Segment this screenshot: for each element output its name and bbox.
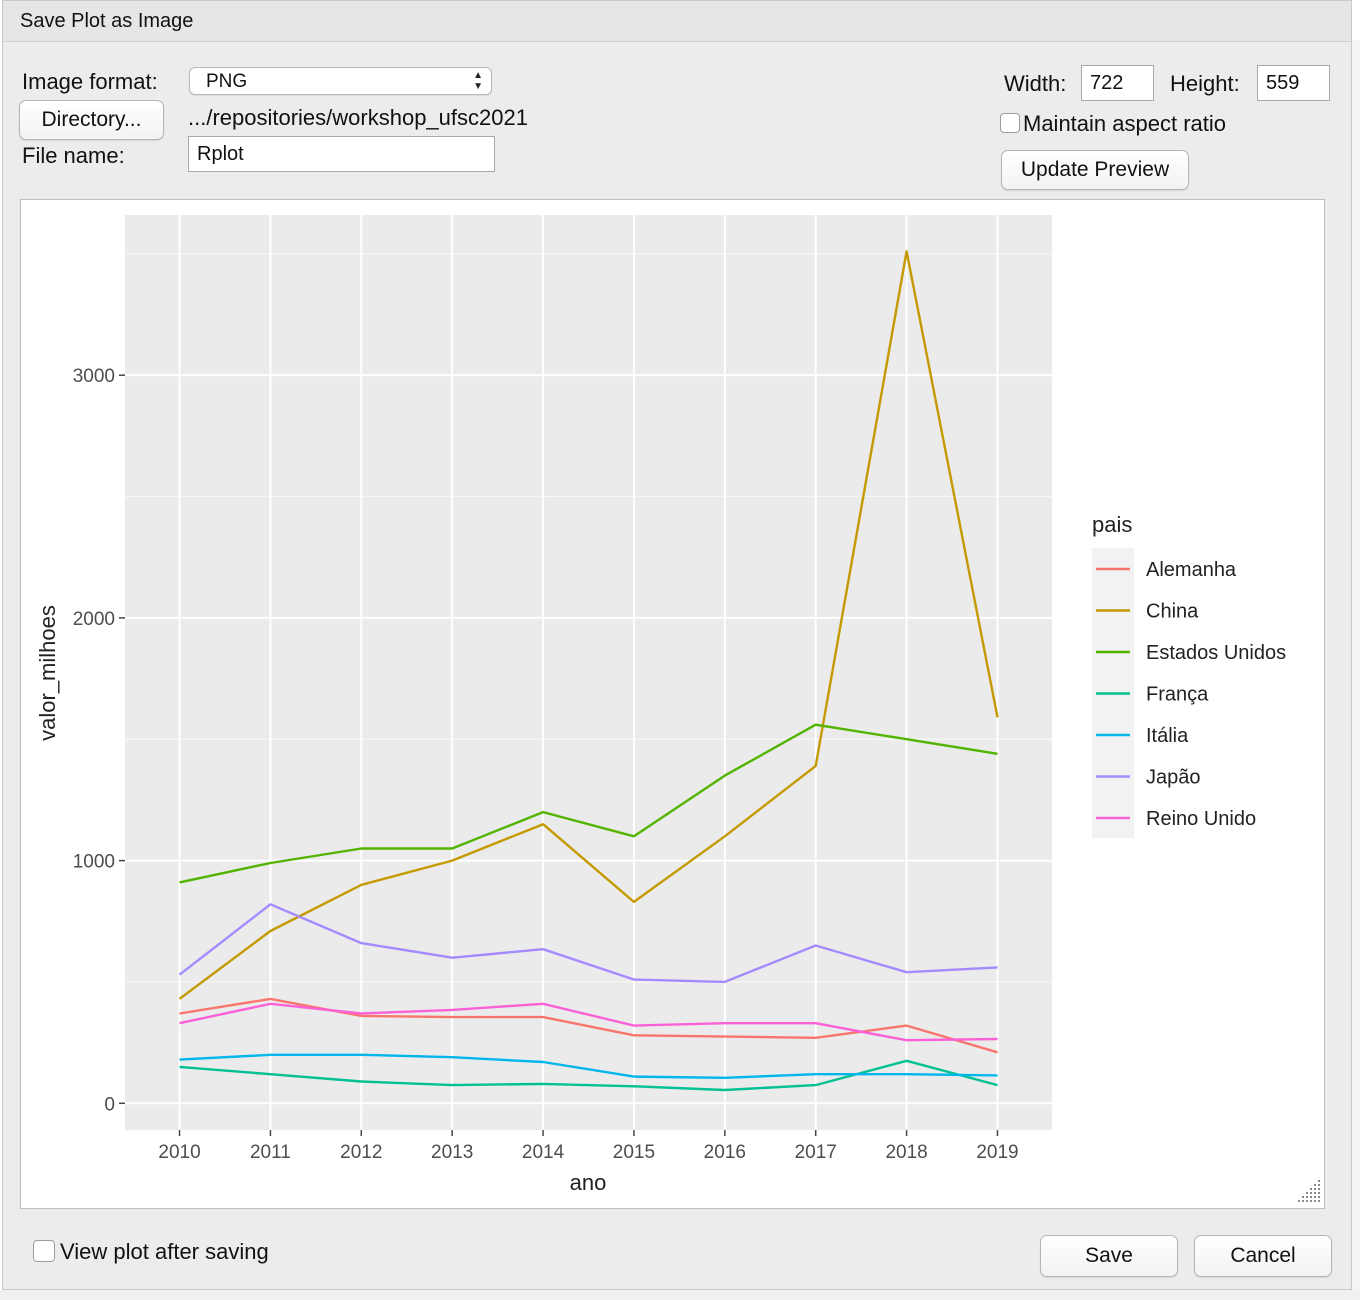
- legend-label: Alemanha: [1146, 559, 1237, 581]
- cancel-button[interactable]: Cancel: [1194, 1235, 1332, 1277]
- line-chart: 0 1000 2000 3000 2010 2011 2012 2013 2014 2015 20…: [35, 215, 1286, 1195]
- legend-label: França: [1146, 684, 1209, 706]
- plot-preview: 0 1000 2000 3000 2010 2011 2012 2013 2014 2015 20…: [20, 199, 1325, 1209]
- x-tick-label: 2013: [431, 1142, 473, 1163]
- series-line-china: [178, 250, 999, 1000]
- legend-label: Japão: [1146, 767, 1201, 789]
- y-tick-label: 2000: [73, 609, 115, 630]
- width-input[interactable]: 722: [1081, 65, 1154, 101]
- x-tick-label: 2017: [795, 1142, 837, 1163]
- dialog-title: Save Plot as Image: [20, 10, 194, 32]
- update-preview-button[interactable]: Update Preview: [1001, 150, 1189, 190]
- x-tick-label: 2012: [340, 1142, 382, 1163]
- y-tick-label: 1000: [73, 852, 115, 873]
- series-line-reino-unido: [179, 1002, 998, 1042]
- resize-grip-icon[interactable]: [1292, 1176, 1322, 1206]
- legend-label: Reino Unido: [1146, 808, 1256, 830]
- view-after-saving-label[interactable]: View plot after saving: [60, 1239, 269, 1264]
- y-tick-label: 0: [104, 1094, 115, 1115]
- height-input[interactable]: 559: [1257, 65, 1330, 101]
- view-after-saving-checkbox[interactable]: [33, 1240, 55, 1262]
- image-format-label: Image format:: [22, 69, 158, 94]
- x-axis-title: ano: [570, 1170, 607, 1195]
- select-arrows-icon: ▲ ▼: [473, 70, 483, 92]
- legend-title: pais: [1092, 512, 1132, 537]
- maintain-aspect-label[interactable]: Maintain aspect ratio: [1023, 111, 1226, 136]
- image-format-value: PNG: [206, 71, 248, 92]
- plot-panel: [125, 215, 1052, 1130]
- x-tick-label: 2011: [250, 1142, 291, 1163]
- width-label: Width:: [1004, 71, 1067, 96]
- file-name-input[interactable]: Rplot: [188, 136, 495, 172]
- y-axis-title: valor_milhoes: [35, 605, 60, 741]
- file-name-label: File name:: [22, 143, 125, 168]
- y-tick-label: 3000: [73, 366, 115, 387]
- maintain-aspect-checkbox[interactable]: [1000, 113, 1020, 133]
- series-line-it-lia: [179, 1053, 998, 1079]
- image-format-select[interactable]: PNG ▲ ▼: [189, 67, 492, 95]
- series-line-jap-o: [178, 903, 998, 984]
- x-tick-label: 2015: [613, 1142, 655, 1163]
- background-window-bottom: [0, 1290, 1360, 1300]
- x-tick-label: 2018: [885, 1142, 927, 1163]
- series-line-fran-a: [179, 1059, 998, 1092]
- legend-label: China: [1146, 601, 1199, 623]
- legend-label: Estados Unidos: [1146, 642, 1286, 664]
- legend-label: Itália: [1146, 725, 1189, 747]
- x-tick-label: 2014: [522, 1142, 565, 1163]
- background-window-edge: [1352, 40, 1360, 1300]
- x-tick-label: 2016: [704, 1142, 746, 1163]
- directory-path: .../repositories/workshop_ufsc2021: [188, 105, 528, 130]
- x-tick-label: 2019: [976, 1142, 1018, 1163]
- height-label: Height:: [1170, 71, 1240, 96]
- directory-button[interactable]: Directory...: [19, 100, 164, 140]
- x-tick-label: 2010: [158, 1142, 200, 1163]
- title-bar[interactable]: Save Plot as Image: [3, 1, 1351, 42]
- save-button[interactable]: Save: [1040, 1235, 1178, 1277]
- series-line-estados-unidos: [179, 723, 998, 884]
